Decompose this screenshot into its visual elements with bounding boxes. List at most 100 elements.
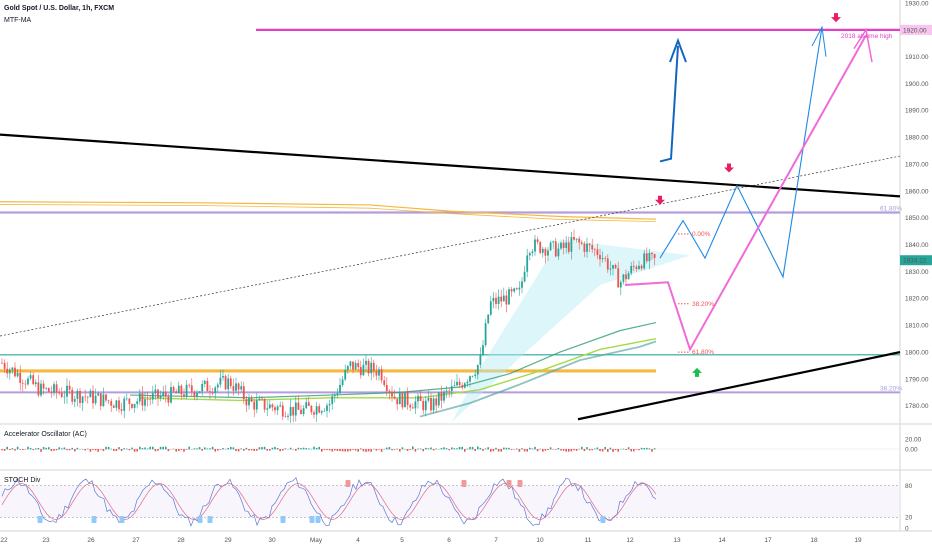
ac-bar xyxy=(300,448,302,450)
candle-body xyxy=(612,264,614,269)
ac-bar xyxy=(180,449,183,450)
candle-body xyxy=(424,400,427,411)
candle-body xyxy=(440,392,443,401)
candle-body xyxy=(630,265,633,274)
candle-body xyxy=(372,362,375,372)
symbol-title: Gold Spot / U.S. Dollar, 1h, FXCM xyxy=(4,5,115,12)
ac-bar xyxy=(448,449,450,451)
candle-body xyxy=(279,405,282,407)
candle-body xyxy=(391,391,393,397)
candle-body xyxy=(118,400,120,410)
candle-body xyxy=(167,396,170,403)
candle-body xyxy=(365,360,367,365)
candle-body xyxy=(1,362,3,364)
x-tick-label: 19 xyxy=(854,537,862,544)
candle-body xyxy=(289,406,292,416)
ac-bar xyxy=(560,449,562,451)
candle-body xyxy=(185,384,188,397)
ac-bar xyxy=(373,448,375,450)
candle-body xyxy=(149,399,152,400)
ac-bar xyxy=(440,448,443,450)
ma-slow xyxy=(419,340,657,418)
candle-body xyxy=(29,375,32,379)
candle-body xyxy=(107,400,110,402)
ac-bar xyxy=(29,447,32,450)
candle-body xyxy=(604,258,607,259)
candle-body xyxy=(635,266,638,269)
impulse-arrowhead xyxy=(669,37,687,63)
ac-bar xyxy=(513,449,515,450)
candle-body xyxy=(404,392,406,408)
candle-body xyxy=(515,288,518,290)
ac-bar xyxy=(81,448,84,450)
down-arrow-marker xyxy=(724,163,734,173)
ac-bar xyxy=(253,449,255,451)
ac-bar xyxy=(61,448,63,450)
candle-body xyxy=(352,361,354,370)
ac-bar xyxy=(201,449,203,451)
ac-bar xyxy=(74,449,76,452)
candle-body xyxy=(86,396,89,398)
candle-body xyxy=(326,405,328,411)
x-tick-label: 29 xyxy=(224,537,232,544)
ac-bar xyxy=(131,447,133,450)
ac-bar xyxy=(471,446,474,450)
down-arrow-marker xyxy=(655,195,665,205)
candle-body xyxy=(99,393,102,407)
ac-bar xyxy=(339,449,341,452)
candle-body xyxy=(549,242,552,251)
down-arrow-marker xyxy=(831,13,841,23)
candle-body xyxy=(484,323,487,346)
ac-bar xyxy=(102,449,105,452)
candle-body xyxy=(378,369,380,376)
stoch-div-marker xyxy=(197,516,203,523)
ac-bar xyxy=(500,449,502,452)
x-tick-label: 22 xyxy=(0,537,8,544)
x-tick-label: 14 xyxy=(718,537,726,544)
ac-bar xyxy=(84,449,86,451)
ac-bar xyxy=(367,449,370,452)
candle-body xyxy=(479,355,482,366)
ac-bar xyxy=(152,446,154,450)
candle-body xyxy=(388,391,391,392)
ac-bar xyxy=(222,448,224,450)
candle-body xyxy=(430,397,432,411)
candle-body xyxy=(406,392,409,406)
candle-body xyxy=(573,237,575,240)
ac-bar xyxy=(193,448,196,450)
candle-body xyxy=(622,274,625,282)
ac-bar xyxy=(474,449,476,451)
ac-bar xyxy=(204,447,206,450)
ac-bar xyxy=(362,449,365,452)
candle-body xyxy=(315,406,318,415)
y-tick-label: 1870.00 xyxy=(905,161,929,168)
ac-bar xyxy=(422,449,424,452)
ac-bar xyxy=(464,449,466,452)
ac-bar xyxy=(58,447,60,450)
candle-body xyxy=(385,385,388,392)
candle-body xyxy=(209,391,211,393)
ac-bar xyxy=(646,447,648,450)
ac-bar xyxy=(578,448,580,450)
ac-bar xyxy=(625,449,627,451)
ac-bar xyxy=(497,449,500,452)
candle-body xyxy=(24,383,27,385)
fib-382-label: 38.20% xyxy=(880,385,902,392)
y-tick-label: 1880.00 xyxy=(905,135,929,142)
x-tick-label: 18 xyxy=(810,537,818,544)
candle-body xyxy=(331,396,334,404)
ac-bar xyxy=(544,449,547,451)
ac-bar xyxy=(136,449,138,452)
candle-body xyxy=(263,398,266,410)
ac-bar xyxy=(172,448,175,450)
ac-bar xyxy=(310,448,313,450)
candle-body xyxy=(648,252,651,262)
candle-body xyxy=(367,360,370,374)
candle-body xyxy=(216,384,219,388)
candle-body xyxy=(339,384,341,394)
y-tick-label: 1780.00 xyxy=(905,403,929,410)
candle-body xyxy=(105,394,107,401)
candle-body xyxy=(476,365,479,375)
ac-bar xyxy=(126,448,128,450)
